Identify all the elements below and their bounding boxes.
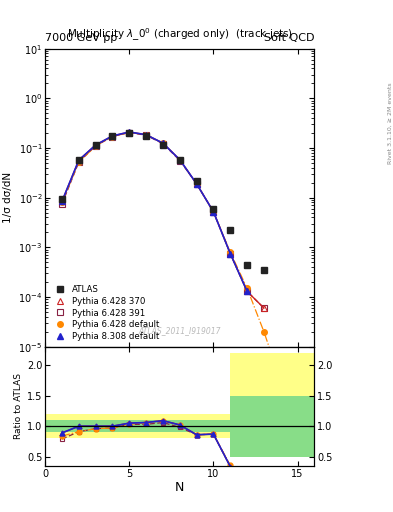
ATLAS — [60, 196, 64, 202]
Pythia 6.428 370 — [245, 288, 250, 294]
Pythia 6.428 370 — [144, 132, 149, 138]
Pythia 6.428 370 — [211, 209, 216, 215]
ATLAS — [228, 227, 233, 233]
Pythia 6.428 default — [194, 181, 199, 187]
Pythia 6.428 391 — [110, 134, 115, 140]
Pythia 8.308 default — [194, 181, 199, 187]
Pythia 6.428 370 — [194, 181, 199, 187]
Pythia 6.428 370 — [127, 129, 132, 135]
Pythia 8.308 default — [77, 157, 81, 163]
Pythia 6.428 default — [110, 134, 115, 140]
Pythia 6.428 391 — [77, 159, 81, 165]
Pythia 6.428 370 — [110, 133, 115, 139]
Pythia 6.428 391 — [60, 201, 64, 207]
Pythia 6.428 391 — [245, 288, 250, 294]
Pythia 8.308 default — [178, 157, 182, 163]
Pythia 6.428 default — [262, 329, 266, 335]
Pythia 6.428 391 — [228, 250, 233, 257]
Pythia 6.428 default — [228, 249, 233, 255]
Pythia 6.428 default — [211, 209, 216, 215]
Text: Soft QCD: Soft QCD — [264, 33, 314, 42]
Pythia 6.428 391 — [178, 157, 182, 163]
Pythia 6.428 391 — [194, 181, 199, 187]
Pythia 6.428 370 — [178, 157, 182, 163]
ATLAS — [262, 267, 266, 273]
Line: Pythia 6.428 default: Pythia 6.428 default — [59, 130, 283, 384]
Pythia 6.428 370 — [93, 142, 98, 148]
ATLAS — [194, 178, 199, 184]
X-axis label: N: N — [175, 481, 184, 495]
Pythia 6.428 391 — [127, 130, 132, 136]
Pythia 6.428 370 — [228, 250, 233, 257]
Pythia 6.428 370 — [161, 140, 165, 146]
Pythia 8.308 default — [144, 132, 149, 138]
ATLAS — [127, 130, 132, 136]
Text: Multiplicity $\lambda$_0$^0$ (charged only)  (track jets): Multiplicity $\lambda$_0$^0$ (charged on… — [67, 26, 293, 42]
Line: Pythia 6.428 370: Pythia 6.428 370 — [59, 129, 267, 311]
ATLAS — [110, 133, 115, 139]
Line: Pythia 8.308 default: Pythia 8.308 default — [59, 129, 250, 294]
Pythia 8.308 default — [127, 129, 132, 135]
Pythia 6.428 default — [60, 199, 64, 205]
Y-axis label: Ratio to ATLAS: Ratio to ATLAS — [14, 373, 23, 439]
Pythia 8.308 default — [245, 288, 250, 294]
ATLAS — [178, 157, 182, 163]
Text: ATLAS_2011_I919017: ATLAS_2011_I919017 — [139, 326, 221, 335]
Pythia 6.428 default — [127, 130, 132, 136]
Pythia 8.308 default — [161, 140, 165, 146]
Pythia 6.428 default — [161, 140, 165, 146]
Pythia 6.428 default — [278, 378, 283, 385]
ATLAS — [245, 262, 250, 268]
Line: ATLAS: ATLAS — [59, 130, 267, 273]
Pythia 8.308 default — [60, 198, 64, 204]
ATLAS — [144, 133, 149, 139]
ATLAS — [93, 142, 98, 148]
Pythia 8.308 default — [93, 142, 98, 148]
Pythia 6.428 391 — [161, 141, 165, 147]
Pythia 6.428 default — [93, 143, 98, 149]
Pythia 6.428 391 — [144, 132, 149, 138]
Pythia 8.308 default — [110, 133, 115, 139]
Pythia 6.428 default — [77, 159, 81, 165]
Pythia 6.428 391 — [262, 305, 266, 311]
Pythia 6.428 391 — [211, 209, 216, 215]
Text: Rivet 3.1.10, ≥ 2M events: Rivet 3.1.10, ≥ 2M events — [387, 82, 392, 164]
Pythia 6.428 370 — [262, 305, 266, 311]
Pythia 6.428 391 — [93, 143, 98, 149]
Line: Pythia 6.428 391: Pythia 6.428 391 — [59, 130, 267, 311]
Pythia 8.308 default — [228, 250, 233, 257]
Pythia 6.428 default — [144, 132, 149, 138]
Pythia 6.428 default — [178, 157, 182, 163]
ATLAS — [211, 206, 216, 212]
Text: 7000 GeV pp: 7000 GeV pp — [45, 33, 118, 42]
ATLAS — [77, 157, 81, 163]
Legend: ATLAS, Pythia 6.428 370, Pythia 6.428 391, Pythia 6.428 default, Pythia 8.308 de: ATLAS, Pythia 6.428 370, Pythia 6.428 39… — [50, 284, 161, 343]
Pythia 8.308 default — [211, 209, 216, 215]
Pythia 6.428 default — [245, 285, 250, 291]
ATLAS — [161, 142, 165, 148]
Pythia 6.428 370 — [60, 198, 64, 204]
Pythia 6.428 370 — [77, 157, 81, 163]
Y-axis label: 1/σ dσ/dN: 1/σ dσ/dN — [3, 172, 13, 223]
